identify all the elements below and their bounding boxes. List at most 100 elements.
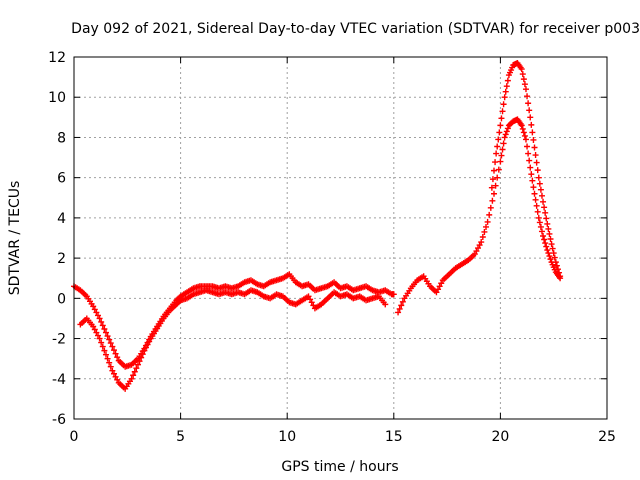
x-tick-label: 15 bbox=[385, 429, 403, 445]
data-point bbox=[96, 335, 103, 342]
data-point bbox=[93, 309, 100, 316]
data-point bbox=[504, 77, 511, 84]
data-point bbox=[101, 326, 108, 333]
data-point bbox=[500, 101, 507, 108]
data-point bbox=[142, 344, 149, 351]
data-point bbox=[503, 128, 510, 135]
data-point bbox=[522, 86, 529, 93]
data-point bbox=[112, 350, 119, 357]
data-point bbox=[310, 302, 317, 309]
data-point bbox=[546, 253, 553, 260]
series-trace-peak bbox=[488, 60, 564, 280]
data-point bbox=[491, 167, 498, 174]
data-point bbox=[521, 81, 528, 88]
data-point bbox=[90, 323, 97, 330]
data-point bbox=[114, 376, 121, 383]
data-point bbox=[541, 236, 548, 243]
y-tick-label: 4 bbox=[57, 211, 66, 227]
data-point bbox=[110, 370, 117, 377]
data-point bbox=[527, 114, 534, 121]
data-point bbox=[535, 174, 542, 181]
data-point bbox=[545, 225, 552, 232]
data-point bbox=[538, 192, 545, 199]
data-point bbox=[398, 302, 405, 309]
data-point bbox=[399, 298, 406, 305]
data-point bbox=[532, 196, 539, 203]
data-point bbox=[524, 93, 531, 100]
data-point bbox=[551, 254, 558, 261]
data-point bbox=[533, 202, 540, 209]
data-point bbox=[101, 347, 108, 354]
data-point bbox=[552, 259, 559, 266]
data-point bbox=[106, 336, 113, 343]
data-point bbox=[530, 184, 537, 191]
data-point bbox=[308, 299, 315, 306]
data-point bbox=[486, 211, 493, 218]
series-trace-upper bbox=[71, 271, 397, 370]
data-point bbox=[536, 180, 543, 187]
data-point bbox=[554, 266, 561, 273]
data-point bbox=[534, 208, 541, 215]
y-tick-label: 0 bbox=[57, 291, 66, 307]
data-point bbox=[382, 301, 389, 308]
y-tick-label: 2 bbox=[57, 251, 66, 267]
data-point bbox=[530, 136, 537, 143]
y-tick-label: 8 bbox=[57, 130, 66, 146]
data-point bbox=[543, 215, 550, 222]
data-point bbox=[141, 347, 148, 354]
data-point bbox=[556, 269, 563, 276]
data-point bbox=[502, 131, 509, 138]
data-point bbox=[471, 251, 478, 258]
data-point bbox=[109, 343, 116, 350]
data-point bbox=[102, 329, 109, 336]
data-point bbox=[525, 100, 532, 107]
data-point bbox=[492, 159, 499, 166]
data-point bbox=[521, 132, 528, 139]
data-point bbox=[395, 309, 402, 316]
data-point bbox=[478, 239, 485, 246]
data-point bbox=[547, 256, 554, 263]
y-tick-label: -4 bbox=[52, 372, 66, 388]
data-point bbox=[550, 250, 557, 257]
data-point bbox=[536, 219, 543, 226]
data-point bbox=[99, 322, 106, 329]
data-point bbox=[502, 88, 509, 95]
data-point bbox=[498, 152, 505, 159]
data-point bbox=[531, 190, 538, 197]
data-point bbox=[547, 236, 554, 243]
data-point bbox=[106, 359, 113, 366]
x-tick-label: 0 bbox=[70, 429, 79, 445]
data-point bbox=[537, 223, 544, 230]
data-point bbox=[500, 140, 507, 147]
data-point bbox=[542, 209, 549, 216]
data-point bbox=[479, 233, 486, 240]
data-point bbox=[540, 232, 547, 239]
data-point bbox=[138, 354, 145, 361]
data-point bbox=[533, 159, 540, 166]
data-point bbox=[541, 204, 548, 211]
data-point bbox=[553, 262, 560, 269]
data-point bbox=[557, 273, 564, 280]
data-point bbox=[396, 305, 403, 312]
data-point bbox=[495, 166, 502, 173]
data-point bbox=[134, 361, 141, 368]
data-point bbox=[525, 150, 532, 157]
grid-lines bbox=[74, 57, 607, 419]
plot-frame bbox=[73, 56, 608, 420]
data-point bbox=[110, 347, 117, 354]
data-point bbox=[98, 318, 105, 325]
data-point bbox=[520, 76, 527, 83]
data-point bbox=[131, 368, 138, 375]
data-point bbox=[494, 143, 501, 150]
data-point bbox=[435, 286, 442, 293]
x-tick-label: 5 bbox=[176, 429, 185, 445]
data-point bbox=[305, 293, 312, 300]
x-axis-ticks: 0 5 10 15 20 25 bbox=[70, 57, 616, 445]
data-point bbox=[532, 152, 539, 159]
data-point bbox=[529, 177, 536, 184]
data-point bbox=[484, 218, 491, 225]
data-point bbox=[107, 363, 114, 370]
data-point bbox=[540, 198, 547, 205]
data-point bbox=[488, 184, 495, 191]
data-point bbox=[504, 125, 511, 132]
